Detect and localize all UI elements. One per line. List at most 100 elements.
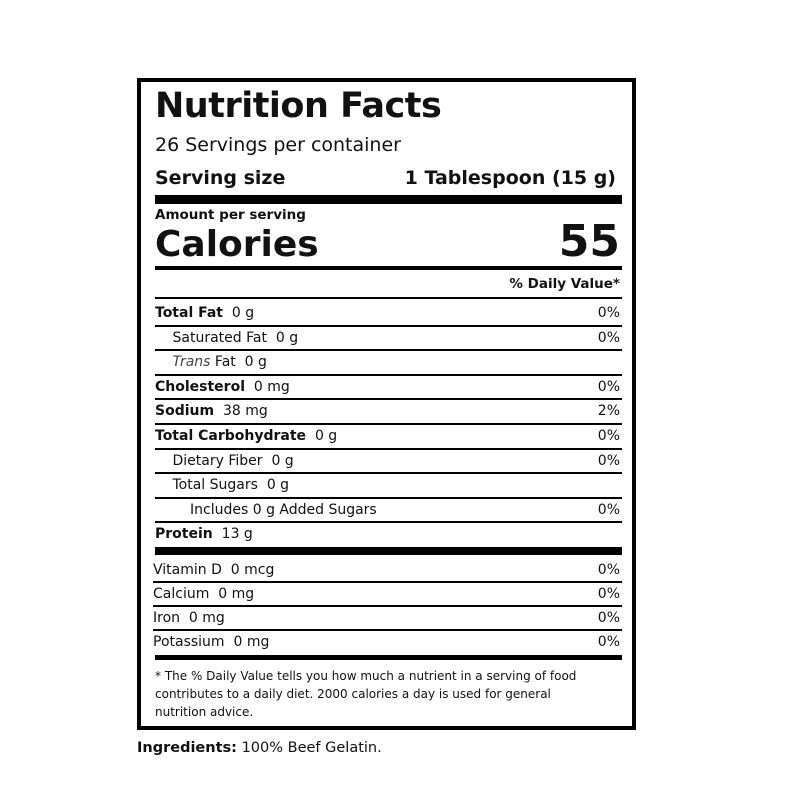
nutrient-amount: 13 g [221,526,253,543]
nutrient-row: Iron 0 mg 0% [0,608,800,628]
nutrient-name: Total Fat [155,305,224,321]
nutrient-row: Total Carbohydrate 0 g 0% [0,426,800,446]
nutrient-amount: 0 g [314,428,338,444]
nutrient-row: Protein 13 g [0,524,800,544]
rule [155,422,622,425]
footnote-line: contributes to a daily diet. 2000 calori… [155,687,551,701]
rule [153,581,622,583]
nutrient-name: Potassium [153,634,225,650]
nutrient-row: Includes 0 g Added Sugars 0% [0,500,800,520]
nutrient-amount: 0 g [266,477,290,494]
servings: 26 Servings per container [155,134,401,156]
nutrient-name: Total Carbohydrate [155,428,307,444]
nutrient-name: Includes 0 g Added Sugars [190,501,377,518]
nutrient-row: Total Fat 0 g 0% [0,303,800,323]
rule [153,605,622,607]
daily-value: 0% [597,562,620,578]
nutrient-name: Calcium 0 mg [153,584,254,604]
nutrient-amount: 0 mg [218,586,255,602]
rule [155,521,622,524]
nutrient-name: Vitamin D [153,562,222,578]
rule [155,447,622,450]
nutrient-amount: 0 g [244,354,267,371]
daily-value: 0% [597,378,620,395]
serving-size-label: Serving size [155,167,286,189]
rule [153,629,622,631]
ingredients-text: 100% Beef Gelatin. [241,740,382,756]
nutrient-name: Iron 0 mg [153,608,225,628]
daily-value: 0% [597,501,620,518]
serving-size-value: 1 Tablespoon (15 g) [404,167,616,189]
daily-value: 0% [597,610,620,626]
nutrient-name: Iron [153,610,181,626]
rule [155,297,622,299]
medium-rule [155,655,622,660]
nutrient-name: Potassium 0 mg [153,632,269,652]
daily-value: 0% [597,586,620,602]
calories-label: Calories [155,224,319,265]
nutrient-name: Calcium [153,586,210,602]
nutrient-row: Dietary Fiber 0 g 0% [0,451,800,471]
nutrient-name: Sodium 38 mg [155,401,268,421]
nutrient-name: Cholesterol 0 mg [155,377,290,397]
nutrient-name: Saturated Fat [172,329,267,346]
nutrient-row: Total Sugars 0 g [0,475,800,495]
daily-value: 2% [597,403,620,420]
nutrient-amount: 0 g [275,329,299,346]
title: Nutrition Facts [155,86,442,126]
nutrient-name: Total Sugars 0 g [173,475,290,495]
nutrient-name: Total Carbohydrate 0 g [155,426,337,446]
thick-rule [155,547,622,555]
daily-value-header: % Daily Value* [509,276,620,292]
rule [155,398,622,401]
daily-value: 0% [597,428,620,444]
footnote-line: * The % Daily Value tells you how much a… [155,669,577,683]
ingredients: Ingredients: 100% Beef Gelatin. [137,738,382,758]
daily-value: 0% [597,452,620,469]
nutrient-row: Cholesterol 0 mg 0% [0,377,800,397]
daily-value: 0% [597,329,620,346]
nutrient-amount: 0 g [231,305,255,321]
nutrient-amount: 0 g [271,452,294,469]
nutrient-amount: 0 mg [188,610,225,626]
nutrient-row: Trans Fat 0 g [0,352,800,372]
nutrient-row: Potassium 0 mg 0% [0,632,800,652]
nutrient-name: Protein [155,526,213,543]
nutrient-name: Dietary Fiber [172,452,263,469]
amount-per-serving: Amount per serving [155,207,306,223]
nutrient-amount: 0 mg [253,378,290,395]
nutrient-name: Dietary Fiber 0 g [173,451,294,471]
nutrient-row: Sodium 38 mg 2% [0,401,800,421]
rule [155,496,622,499]
rule [155,324,622,327]
rule [155,472,622,475]
rule [155,349,622,352]
footnote-line: nutrition advice. [155,705,254,719]
nutrient-name: Cholesterol [155,378,245,395]
nutrient-amount: 38 mg [222,403,268,420]
nutrient-name: Trans Fat 0 g [173,352,267,372]
nutrient-row: Saturated Fat 0 g 0% [0,328,800,348]
nutrient-amount: 0 mg [233,634,270,650]
nutrient-amount: 0 mcg [230,562,275,578]
nutrient-name: Sodium [155,403,215,420]
nutrient-name-italic: Trans [172,354,211,371]
nutrient-name: Total Sugars [172,477,258,494]
nutrient-row: Calcium 0 mg 0% [0,584,800,604]
calories-value: 55 [558,216,620,267]
daily-value: 0% [597,634,620,650]
nutrient-name: Includes 0 g Added Sugars [190,500,377,520]
nutrient-name: Vitamin D 0 mcg [153,560,274,580]
nutrient-name: Saturated Fat 0 g [173,328,299,348]
rule [155,373,622,376]
label-border [137,78,636,730]
ingredients-label: Ingredients: [137,740,237,756]
daily-value: 0% [597,305,620,321]
nutrient-name: Fat [214,354,236,371]
nutrient-name: Total Fat 0 g [155,303,254,323]
nutrient-row: Vitamin D 0 mcg 0% [0,560,800,580]
thick-rule [155,195,622,204]
medium-rule [155,266,622,270]
nutrient-name: Protein 13 g [155,524,253,544]
